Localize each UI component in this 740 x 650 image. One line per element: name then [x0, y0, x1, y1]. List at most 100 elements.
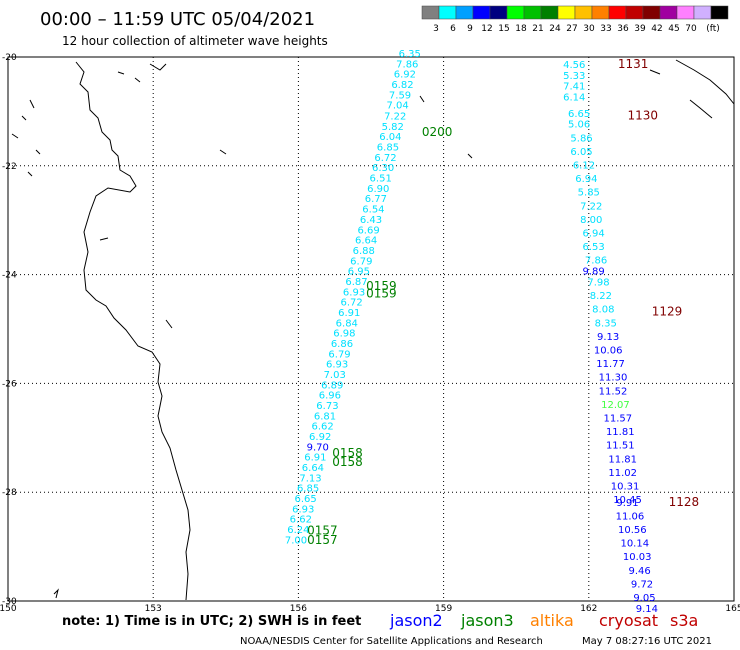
- legend-swatch: [438, 5, 457, 20]
- cryosat-wave-height: 11.51: [606, 441, 635, 452]
- jason3-wave-height: 6.81: [314, 411, 336, 422]
- legend-swatch: [659, 5, 678, 20]
- coastline: [11, 59, 735, 601]
- cryosat-wave-height: 8.00: [580, 215, 602, 226]
- legend-swatch: [642, 5, 661, 20]
- cryosat-wave-height: 4.56: [563, 60, 585, 71]
- cryosat-wave-height: 11.06: [616, 511, 645, 522]
- coastline-islands: [11, 63, 227, 329]
- jason3-wave-height: 6.62: [311, 422, 333, 433]
- jason3-wave-height: 6.92: [394, 70, 416, 81]
- legend-swatch: [489, 5, 508, 20]
- legend-swatch: [455, 5, 474, 20]
- cryosat-time-label: 1129: [652, 304, 683, 318]
- legend-swatch: [574, 5, 593, 20]
- satellite-jason2: jason2: [389, 611, 443, 630]
- jason3-wave-height: 6.64: [355, 236, 377, 247]
- jason3-wave-height: 6.87: [345, 277, 367, 288]
- cryosat-wave-height: 6.65: [568, 109, 590, 120]
- y-tick-label: -22: [2, 162, 17, 172]
- jason3-wave-height: 6.91: [338, 308, 360, 319]
- cryosat-wave-height: 6.94: [575, 174, 597, 185]
- legend-label: 27: [566, 24, 577, 34]
- legend-label: 3: [433, 24, 439, 34]
- jason3-wave-height: 6.77: [365, 194, 387, 205]
- coastline-reef: [53, 588, 59, 599]
- coastline-east: [419, 95, 473, 159]
- legend-label: 39: [634, 24, 646, 34]
- jason3-wave-height: 7.59: [389, 90, 411, 101]
- satellite-jason3: jason3: [460, 611, 514, 630]
- cryosat-wave-height: 12.07: [601, 400, 630, 411]
- cryosat-wave-height: 8.22: [590, 291, 612, 302]
- legend-label: 18: [515, 24, 527, 34]
- x-tick-label: 156: [290, 604, 307, 614]
- legend-label: (ft): [706, 24, 720, 34]
- satellite-altika: altika: [530, 611, 574, 630]
- jason3-wave-height: 9.70: [307, 442, 329, 453]
- y-tick-label: -20: [2, 53, 17, 63]
- jason3-wave-height: 6.91: [304, 453, 326, 464]
- cryosat-wave-height: 10.14: [620, 539, 649, 550]
- jason3-time-label: 0159: [366, 286, 397, 300]
- x-tick-label: 153: [145, 604, 162, 614]
- cryosat-wave-height: 11.57: [604, 413, 633, 424]
- jason3-wave-height: 6.85: [377, 143, 399, 154]
- cryosat-wave-height: 9.89: [583, 267, 605, 278]
- y-tick-label: -24: [2, 271, 17, 281]
- cryosat-wave-height: 11.77: [596, 359, 625, 370]
- legend-label: 30: [583, 24, 595, 34]
- cryosat-wave-height: 9.72: [631, 579, 653, 590]
- cryosat-wave-height: 11.81: [608, 454, 637, 465]
- color-legend: 3 6 9 12 15 18 21 24 27 30 33 36 39 42 45 70 (ft): [421, 5, 729, 34]
- satellite-cryosat: cryosat: [599, 611, 658, 630]
- footer-timestamp: May 7 08:27:16 UTC 2021: [582, 636, 712, 647]
- cryosat-wave-height: 11.02: [608, 468, 637, 479]
- cryosat-wave-height: 11.52: [599, 386, 628, 397]
- jason3-wave-height: 6.95: [348, 267, 370, 278]
- legend-swatch: [676, 5, 695, 20]
- jason3-wave-height: 6.72: [341, 298, 363, 309]
- satellite-legend: jason2 jason3 altika cryosat s3a: [389, 611, 698, 630]
- cryosat-wave-height: 10.45: [613, 495, 642, 506]
- jason3-wave-height: 6.84: [336, 318, 358, 329]
- cryosat-wave-height: 5.06: [568, 120, 590, 131]
- jason3-wave-height: 6.82: [391, 80, 413, 91]
- cryosat-wave-height: 7.98: [587, 277, 609, 288]
- chart-subtitle: 12 hour collection of altimeter wave hei…: [62, 34, 328, 48]
- jason3-wave-height: 6.51: [370, 174, 392, 185]
- data-marks: 6.357.866.926.827.597.047.225.826.046.85…: [285, 49, 699, 615]
- jason3-wave-height: 5.82: [382, 122, 404, 133]
- legend-swatch: [523, 5, 542, 20]
- legend-swatch: [608, 5, 627, 20]
- jason3-time-label: 0200: [422, 125, 453, 139]
- legend-label: 6: [450, 24, 456, 34]
- jason3-wave-height: 6.35: [399, 49, 421, 60]
- jason3-wave-height: 7.22: [384, 112, 406, 123]
- legend-label: 21: [532, 24, 543, 34]
- legend-label: 24: [549, 24, 561, 34]
- legend-swatch: [557, 5, 576, 20]
- cryosat-wave-height: 7.22: [580, 201, 602, 212]
- jason3-time-label: 0159: [366, 279, 397, 293]
- legend-label: 9: [467, 24, 473, 34]
- cryosat-wave-height: 10.31: [611, 481, 640, 492]
- cryosat-wave-height: 9.13: [597, 332, 619, 343]
- cryosat-wave-height: 6.14: [563, 93, 585, 104]
- legend-swatch: [540, 5, 559, 20]
- cryosat-wave-height: 9.91: [616, 498, 638, 509]
- legend-swatch: [506, 5, 525, 20]
- cryosat-wave-height: 7.86: [585, 256, 607, 267]
- cryosat-wave-height: 5.85: [578, 188, 600, 199]
- cryosat-wave-height: 10.03: [623, 552, 652, 563]
- y-tick-label: -30: [2, 597, 17, 607]
- jason3-wave-height: 6.93: [343, 287, 365, 298]
- cryosat-wave-height: 6.12: [573, 161, 595, 172]
- legend-swatch: [591, 5, 610, 20]
- cryosat-time-label: 1130: [628, 109, 659, 123]
- cryosat-wave-height: 6.53: [583, 242, 605, 253]
- cryosat-wave-height: 5.33: [563, 71, 585, 82]
- jason3-wave-height: 6.85: [297, 484, 319, 495]
- satellite-s3a: s3a: [670, 611, 698, 630]
